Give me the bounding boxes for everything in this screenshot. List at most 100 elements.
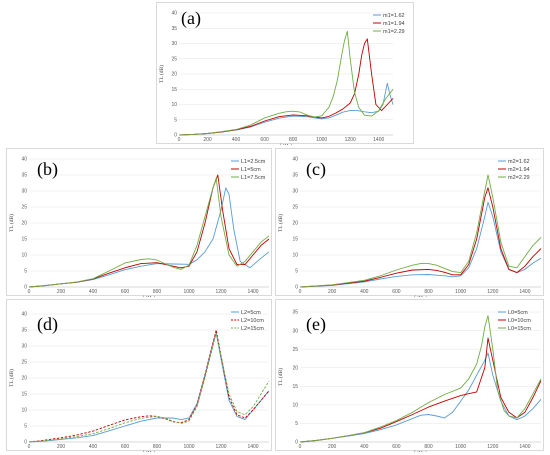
x-tick-label: 200 [57, 444, 66, 450]
y-tick-label: 5 [24, 424, 27, 430]
x-tick-label: 200 [328, 289, 337, 295]
y-tick-label: 0 [174, 133, 177, 139]
chart-panel-b: 0 5 10 15 20 25 30 35 40 0 200 400 600 800 1000 1200 140… [6, 148, 272, 297]
x-tick-label: 1400 [519, 289, 530, 295]
x-tick-label: 800 [424, 289, 433, 295]
x-tick-label: 1400 [519, 444, 530, 450]
y-tick-label: 0 [295, 440, 298, 446]
y-tick-label: 20 [21, 221, 27, 227]
legend-label: L1=2.5cm [241, 159, 266, 165]
x-tick-label: 400 [360, 289, 369, 295]
legend-label: L1=7.5cm [241, 175, 266, 181]
x-tick-label: 1000 [455, 289, 466, 295]
y-tick-label: 35 [292, 310, 298, 316]
series-line-1 [299, 201, 542, 288]
x-tick-label: 600 [392, 444, 401, 450]
x-axis-title: f (Hz) [142, 450, 155, 453]
series-line-3 [28, 177, 270, 288]
y-tick-label: 35 [292, 173, 298, 179]
series-line-3 [299, 315, 542, 443]
panel-label: (a) [181, 8, 201, 29]
legend-label: m1=1.62 [383, 13, 405, 19]
y-axis-title: TL (dB) [8, 369, 15, 387]
series-line-1 [299, 352, 542, 443]
x-tick-label: 200 [57, 289, 66, 295]
x-tick-label: 400 [89, 444, 98, 450]
series-line-1 [178, 82, 394, 136]
x-tick-label: 1200 [345, 137, 356, 143]
y-tick-label: 15 [292, 237, 298, 243]
chart-panel-d: 0 5 10 15 20 25 30 35 40 0 200 400 600 800 1000 1200 140… [6, 299, 272, 453]
y-tick-label: 15 [21, 237, 27, 243]
y-tick-label: 10 [292, 403, 298, 409]
series-line-3 [28, 332, 270, 443]
panel-label: (b) [37, 159, 58, 180]
x-axis-title: f (Hz) [414, 295, 427, 298]
y-axis-title: TL (dB) [277, 368, 284, 386]
y-tick-label: 40 [171, 11, 177, 17]
series-line-3 [299, 174, 542, 288]
y-axis-title: TL (dB) [277, 214, 284, 232]
x-tick-label: 600 [121, 289, 130, 295]
legend-label: L0=10cm [508, 318, 531, 324]
y-tick-label: 5 [174, 117, 177, 123]
x-tick-label: 800 [153, 289, 162, 295]
series-line-2 [178, 38, 394, 136]
y-tick-label: 30 [21, 189, 27, 195]
legend-label: m2=1.94 [508, 167, 530, 173]
legend-label: L1=5cm [241, 167, 261, 173]
x-axis-title: f (Hz) [279, 143, 292, 146]
series-line-1 [28, 187, 270, 288]
x-axis-title: f (Hz) [414, 450, 427, 453]
x-tick-label: 400 [360, 444, 369, 450]
y-tick-label: 15 [292, 384, 298, 390]
series-line-1 [28, 332, 270, 443]
y-tick-label: 35 [171, 26, 177, 32]
y-tick-label: 0 [24, 285, 27, 291]
y-tick-label: 25 [292, 347, 298, 353]
legend-label: L0=5cm [508, 310, 528, 316]
panel-label: (d) [37, 314, 58, 335]
x-tick-label: 1200 [487, 444, 498, 450]
y-tick-label: 25 [21, 360, 27, 366]
y-tick-label: 0 [24, 440, 27, 446]
y-tick-label: 20 [21, 376, 27, 382]
x-tick-label: 0 [28, 289, 31, 295]
x-tick-label: 1200 [487, 289, 498, 295]
x-tick-label: 1000 [183, 444, 194, 450]
legend-label: L2=5cm [241, 310, 261, 316]
x-tick-label: 1000 [183, 289, 194, 295]
panel-label: (c) [306, 159, 326, 180]
x-tick-label: 800 [289, 137, 298, 143]
y-tick-label: 10 [292, 253, 298, 259]
y-axis-title: TL (dB) [158, 65, 165, 83]
y-tick-label: 30 [292, 189, 298, 195]
y-tick-label: 30 [292, 328, 298, 334]
legend-label: L2=15cm [241, 326, 264, 332]
x-tick-label: 0 [178, 137, 181, 143]
x-tick-label: 1400 [247, 444, 258, 450]
x-tick-label: 1200 [215, 444, 226, 450]
y-tick-label: 30 [171, 41, 177, 47]
y-tick-label: 30 [21, 344, 27, 350]
y-tick-label: 5 [295, 269, 298, 275]
series-line-2 [299, 337, 542, 443]
y-tick-label: 0 [295, 285, 298, 291]
x-tick-label: 0 [28, 444, 31, 450]
y-tick-label: 10 [21, 408, 27, 414]
series-line-2 [299, 187, 542, 288]
x-tick-label: 0 [299, 444, 302, 450]
y-tick-label: 20 [292, 221, 298, 227]
y-tick-label: 5 [24, 269, 27, 275]
y-tick-label: 10 [21, 253, 27, 259]
chart-panel-a: 0 5 10 15 20 25 30 35 40 0 200 400 600 800 1000 1200 140… [156, 2, 414, 146]
x-tick-label: 200 [203, 137, 212, 143]
x-tick-label: 1400 [247, 289, 258, 295]
y-tick-label: 35 [21, 328, 27, 334]
series-line-3 [178, 30, 394, 136]
x-tick-label: 800 [424, 444, 433, 450]
x-tick-label: 0 [299, 289, 302, 295]
series-line-2 [28, 174, 270, 288]
